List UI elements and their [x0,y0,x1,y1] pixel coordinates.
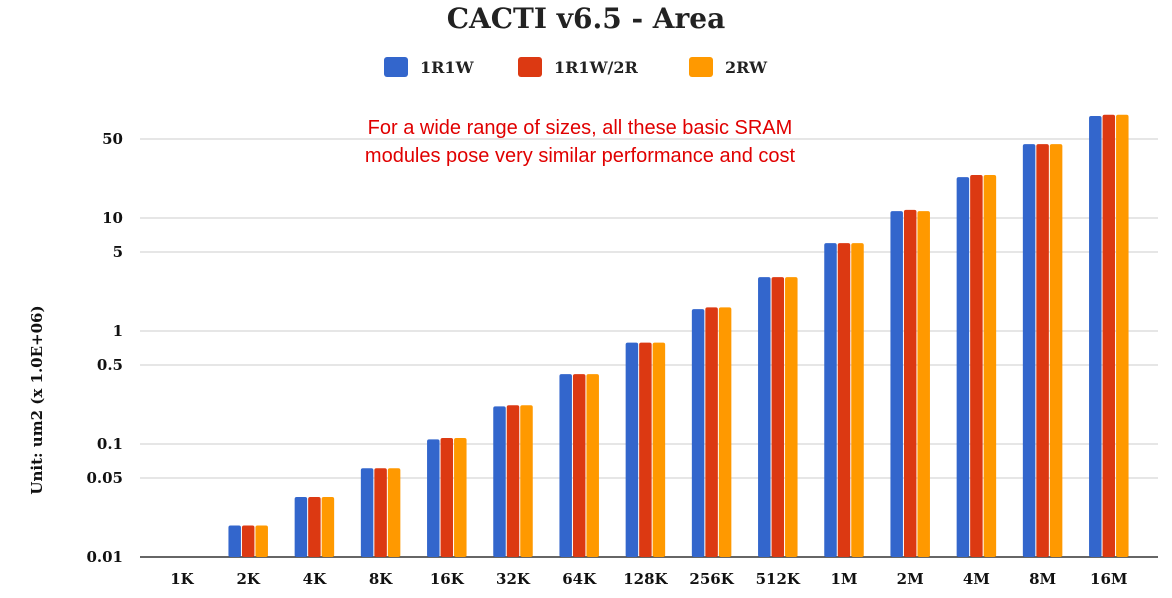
legend: 1R1W 1R1W/2R 2RW [384,57,768,77]
chart-title: CACTI v6.5 - Area [447,2,726,35]
annotation-line-1: For a wide range of sizes, all these bas… [368,117,793,139]
legend-label: 2RW [725,58,768,77]
annotation-line-2: modules pose very similar performance an… [365,145,796,167]
y-tick-label: 0.01 [86,548,123,566]
x-tick-label: 16K [430,570,465,588]
bar-2rw-8k [387,468,401,557]
bar-1r1w2r-16m [1102,114,1116,557]
bar-2rw-4m [983,175,997,557]
bar-2rw-512k [785,277,798,557]
legend-label: 1R1W [420,58,475,77]
bar-1r1w-512k [758,277,771,557]
legend-label: 1R1W/2R [554,58,639,77]
legend-swatch [384,57,408,77]
bar-1r1w-8k [360,468,374,557]
bar-1r1w-2m [890,211,903,557]
bar-1r1w-4m [956,177,970,557]
x-tick-label: 8K [369,570,393,588]
bar-1r1w-8m [1022,144,1036,557]
bar-1r1w-4k [294,496,308,557]
bar-2rw-256k [718,307,732,557]
y-tick-label: 5 [113,243,123,261]
x-tick-label: 16M [1090,570,1127,588]
x-tick-label: 4K [303,570,327,588]
bar-2rw-128k [652,342,666,557]
bar-2rw-8m [1049,144,1063,557]
bar-1r1w2r-512k [771,277,785,557]
bar-1r1w2r-1m [837,243,851,557]
bar-2rw-16k [454,438,467,557]
x-axis-ticks: 1K 2K 4K 8K 16K 32K 64K 128K 256K 512K 1M 2M 4M 8M 16M [170,570,1127,588]
x-tick-label: 64K [562,570,597,588]
bar-2rw-4k [321,496,335,557]
bar-1r1w2r-4k [308,496,321,557]
bar-1r1w-32k [493,406,506,557]
x-tick-label: 8M [1029,570,1056,588]
bar-1r1w-128k [625,342,639,557]
bar-1r1w2r-32k [506,405,520,557]
bar-1r1w-2k [228,525,241,557]
y-axis-label: Unit: um2 (x 1.0E+06) [28,305,46,494]
x-tick-label: 4M [963,570,990,588]
bar-2rw-2k [255,525,268,557]
x-tick-label: 1K [170,570,194,588]
bar-1r1w-64k [559,374,572,557]
bar-1r1w2r-256k [705,307,718,557]
bar-2rw-2m [917,211,930,557]
y-tick-label: 1 [113,322,123,340]
bar-1r1w2r-16k [440,438,454,557]
x-tick-label: 128K [623,570,668,588]
x-tick-label: 2K [236,570,260,588]
bar-1r1w-1m [824,243,837,557]
bar-1r1w2r-2k [241,525,255,557]
y-tick-label: 0.05 [86,469,123,487]
legend-swatch [518,57,542,77]
y-tick-label: 0.1 [97,435,123,453]
bar-2rw-32k [520,405,533,557]
y-tick-label: 50 [102,130,123,148]
bar-1r1w-16m [1089,115,1102,557]
bar-1r1w2r-2m [903,209,917,558]
bars [228,114,1129,558]
bar-1r1w-16k [427,439,440,557]
bar-2rw-64k [586,374,599,557]
y-tick-label: 0.5 [97,356,123,374]
bar-1r1w2r-8m [1036,144,1049,557]
x-tick-label: 512K [756,570,801,588]
bar-2rw-1m [851,243,864,557]
bar-1r1w2r-4m [970,175,983,557]
x-tick-label: 1M [830,570,857,588]
legend-swatch [689,57,713,77]
x-tick-label: 256K [689,570,734,588]
bar-1r1w2r-128k [639,342,652,557]
y-axis-ticks: 0.01 0.05 0.1 0.5 1 5 10 50 [86,130,123,566]
bar-1r1w2r-64k [572,374,586,557]
bar-1r1w2r-8k [374,468,387,557]
x-tick-label: 32K [496,570,531,588]
bar-2rw-16m [1116,114,1129,557]
x-tick-label: 2M [897,570,924,588]
bar-1r1w-256k [691,309,705,557]
y-tick-label: 10 [102,209,123,227]
